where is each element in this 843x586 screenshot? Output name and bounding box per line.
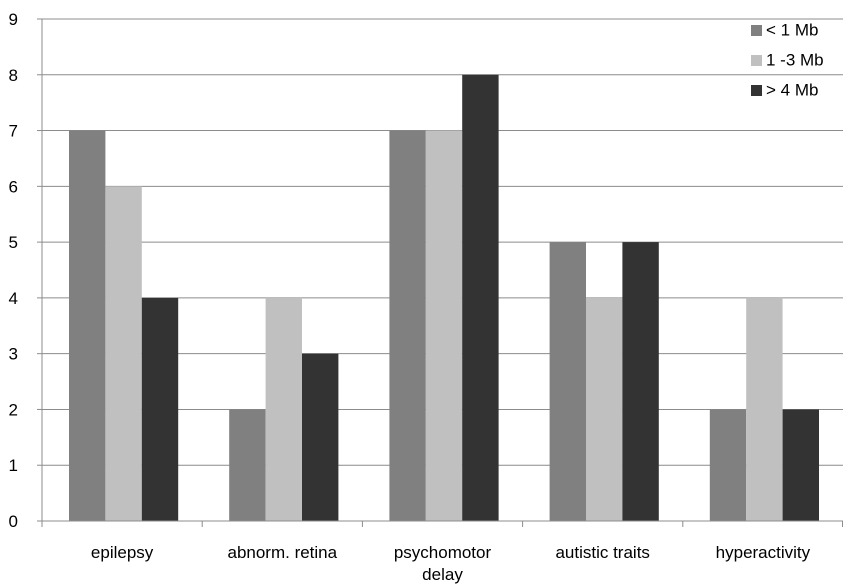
legend-label: > 4 Mb (766, 81, 818, 100)
y-tick-label: 9 (9, 10, 18, 29)
y-tick-label: 4 (9, 289, 18, 308)
y-tick-label: 6 (9, 177, 18, 196)
bar (709, 409, 747, 521)
labels: 0 1 2 3 4 5 6 7 8 9 epilepsy abnorm. retina psychomo… (9, 10, 811, 584)
y-tick-label: 0 (9, 512, 18, 531)
legend-label: < 1 Mb (766, 21, 818, 40)
legend-swatch (751, 25, 762, 36)
axes (37, 18, 843, 527)
bars (69, 74, 819, 522)
bar (462, 74, 499, 522)
y-tick-label: 8 (9, 66, 18, 85)
legend-swatch (751, 55, 762, 66)
bar (549, 242, 586, 521)
y-tick-label: 3 (9, 345, 18, 364)
legend-swatch (751, 85, 762, 96)
bar (389, 130, 426, 522)
bar (105, 186, 142, 522)
bar (782, 409, 819, 521)
y-tick-label: 5 (9, 233, 18, 252)
x-tick-label: epilepsy (91, 543, 154, 562)
bar (425, 130, 463, 522)
bar (586, 297, 623, 521)
legend: < 1 Mb 1 -3 Mb > 4 Mb (751, 21, 824, 100)
y-tick-label: 7 (9, 122, 18, 141)
bar (265, 297, 302, 521)
bar (302, 353, 339, 521)
x-tick-label: delay (422, 565, 463, 584)
y-tick-label: 2 (9, 400, 18, 419)
x-tick-label: autistic traits (555, 543, 649, 562)
bar (141, 297, 179, 521)
x-tick-label: abnorm. retina (227, 543, 337, 562)
bar (746, 297, 783, 521)
x-tick-label: psychomotor (394, 543, 492, 562)
bar (229, 409, 266, 521)
legend-label: 1 -3 Mb (766, 51, 824, 70)
bar (622, 242, 659, 521)
y-tick-label: 1 (9, 456, 18, 475)
x-tick-label: hyperactivity (716, 543, 811, 562)
bar (69, 130, 106, 522)
